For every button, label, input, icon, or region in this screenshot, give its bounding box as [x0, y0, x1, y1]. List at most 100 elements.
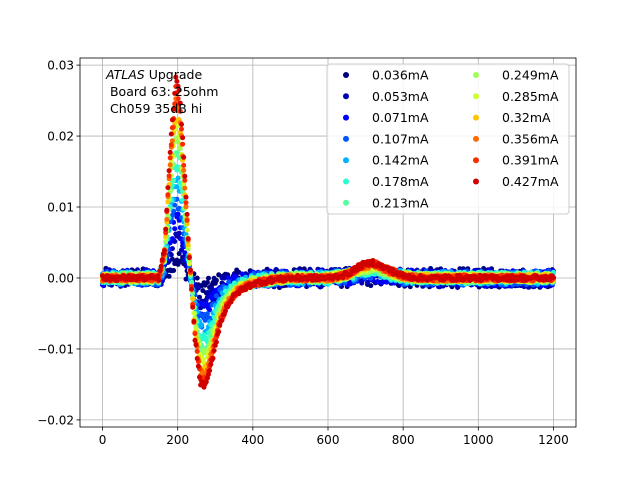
data-point: [163, 233, 169, 239]
data-point: [177, 108, 183, 114]
data-point: [368, 283, 374, 289]
data-point: [172, 101, 178, 107]
data-point: [203, 379, 209, 385]
data-points: [100, 74, 556, 390]
data-point: [174, 184, 180, 190]
data-point: [175, 211, 181, 217]
data-point: [207, 307, 213, 313]
data-point: [176, 87, 182, 93]
data-point: [185, 236, 191, 242]
data-point: [172, 226, 178, 232]
data-point: [211, 348, 217, 354]
data-point: [186, 261, 192, 267]
data-point: [183, 204, 189, 210]
data-point: [233, 274, 239, 280]
data-point: [176, 230, 182, 236]
data-point: [184, 217, 190, 223]
data-point: [157, 268, 163, 274]
data-point: [183, 194, 189, 200]
data-point: [197, 294, 202, 300]
data-point: [189, 279, 195, 285]
data-point: [163, 226, 169, 232]
data-point: [210, 355, 216, 361]
data-point: [169, 117, 175, 123]
data-point: [182, 177, 188, 183]
data-point: [179, 121, 184, 127]
data-point: [169, 125, 175, 131]
data-point: [192, 331, 198, 336]
data-point: [186, 255, 192, 261]
data-point: [177, 146, 183, 152]
data-point: [181, 162, 187, 168]
data-point: [195, 363, 201, 369]
data-point: [182, 173, 188, 179]
data-point: [182, 185, 188, 191]
data-point: [194, 356, 200, 361]
data-point: [185, 242, 191, 248]
data-point: [191, 318, 197, 324]
data-point: [199, 322, 205, 328]
data-point: [169, 138, 175, 144]
data-point: [216, 272, 222, 278]
data-point: [173, 74, 179, 80]
data-point: [169, 212, 175, 218]
data-point: [165, 192, 171, 198]
data-point: [167, 149, 173, 155]
data-point: [208, 361, 214, 367]
data-point: [188, 267, 193, 273]
data-point: [206, 371, 211, 377]
data-point: [171, 106, 177, 112]
data-point: [375, 279, 381, 284]
data-point: [167, 162, 173, 168]
data-point: [184, 227, 190, 233]
data-point: [166, 273, 172, 279]
data-point: [164, 216, 170, 222]
data-point: [180, 141, 186, 147]
data-point: [195, 285, 201, 291]
data-point: [204, 311, 210, 317]
data-point: [193, 342, 199, 348]
data-point: [190, 304, 196, 310]
data-point: [217, 322, 223, 328]
data-point: [169, 236, 175, 242]
data-point: [159, 257, 165, 263]
data-point: [226, 279, 232, 285]
data-point: [273, 267, 279, 272]
data-point: [158, 263, 164, 269]
data-point: [183, 200, 189, 206]
data-point: [165, 185, 171, 191]
data-point: [184, 211, 190, 217]
data-point: [179, 126, 184, 132]
data-point: [213, 293, 219, 299]
data-point: [166, 168, 172, 174]
data-point: [213, 339, 219, 345]
data-point: [174, 78, 180, 84]
data-point: [166, 173, 172, 179]
data-point: [175, 175, 181, 181]
data-point: [204, 280, 210, 285]
data-point: [207, 368, 213, 374]
data-point: [171, 268, 177, 273]
data-point: [192, 337, 198, 343]
data-point: [172, 90, 178, 96]
data-point: [190, 296, 196, 302]
data-point: [177, 100, 183, 106]
data-point: [167, 155, 173, 161]
data-point: [156, 277, 162, 283]
series-0.427mA: [100, 74, 556, 390]
data-point: [162, 248, 167, 254]
data-point: [155, 273, 161, 279]
data-point: [222, 308, 228, 314]
data-point: [189, 286, 195, 292]
data-point: [168, 252, 174, 258]
data-point: [197, 374, 202, 380]
data-point: [165, 199, 171, 205]
data-point: [213, 278, 219, 283]
data-point: [206, 275, 211, 281]
data-point: [176, 251, 182, 257]
data-point: [175, 96, 181, 102]
data-point: [180, 135, 186, 141]
data-point: [219, 317, 225, 323]
data-point: [216, 329, 222, 335]
